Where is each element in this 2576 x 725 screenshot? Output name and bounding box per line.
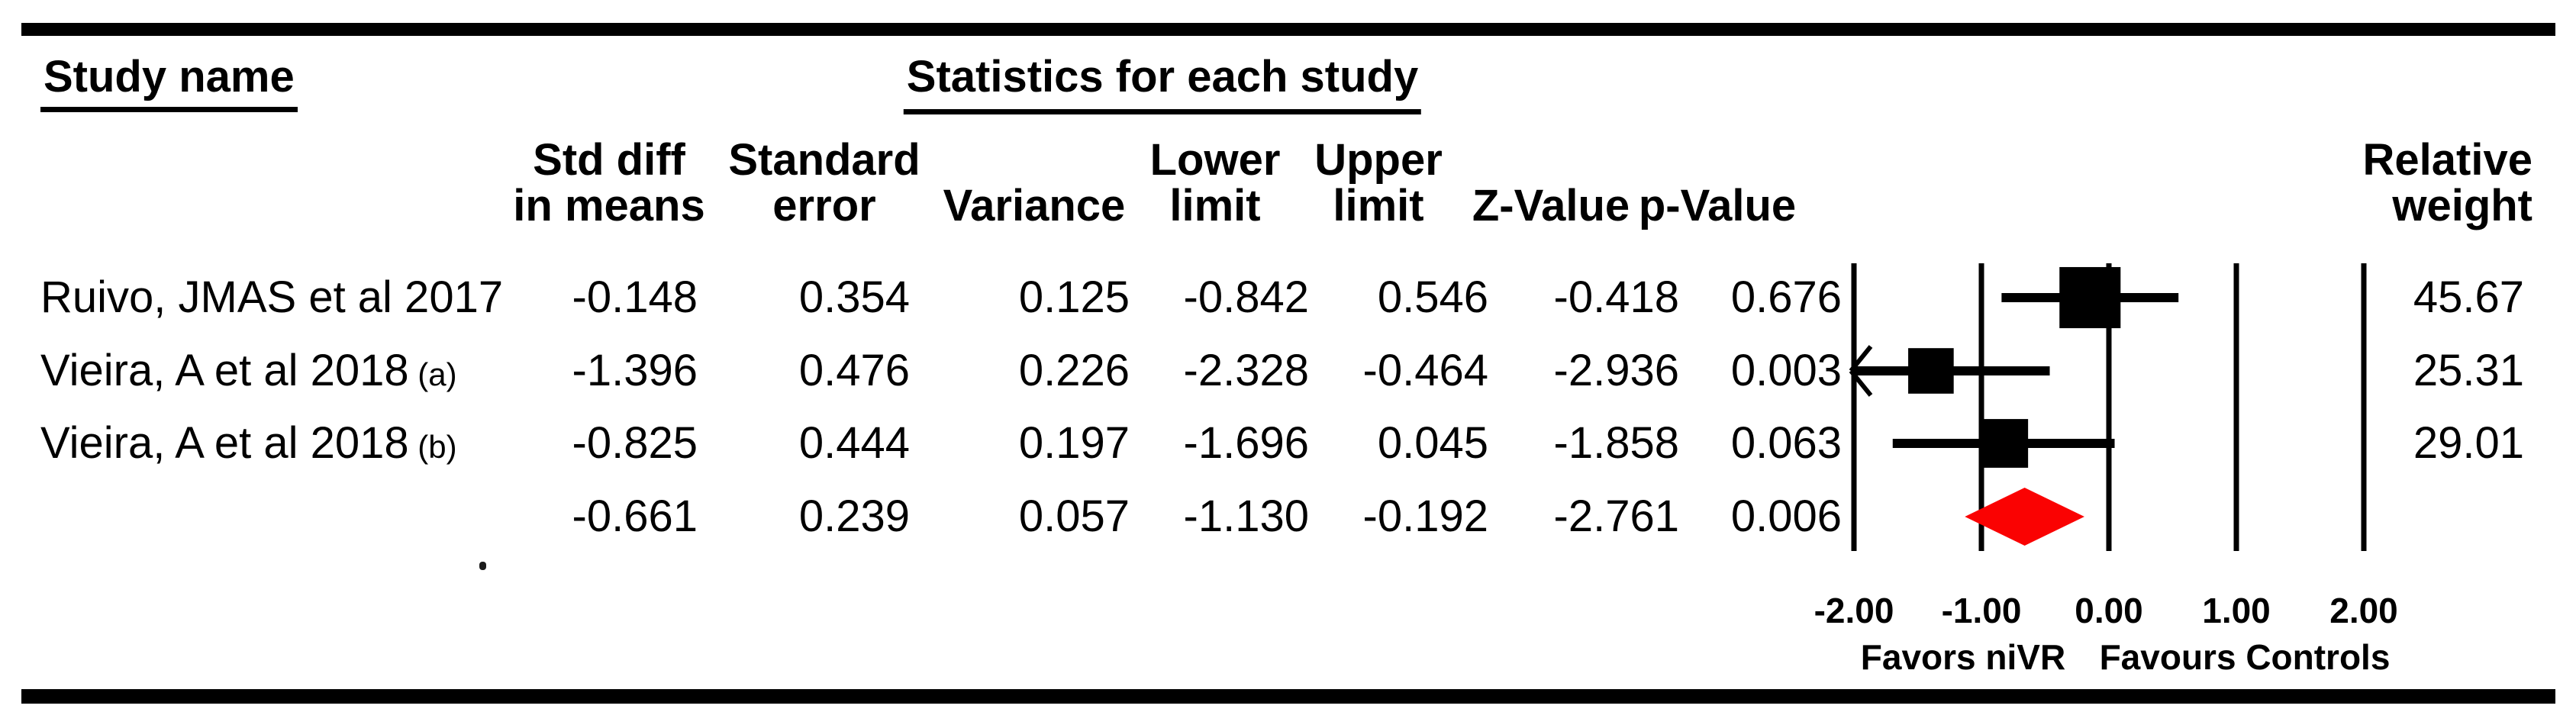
study-suffix: (b) [408, 429, 457, 465]
x-tick-label: 1.00 [2202, 591, 2271, 630]
x-tick-label: -2.00 [1814, 591, 1894, 630]
stat-cell-std_diff: -1.396 [572, 346, 698, 395]
column-header-line1 [1639, 137, 1796, 183]
relative-weight-cell: 29.01 [2413, 418, 2524, 468]
stat-cell-upper: -0.192 [1362, 491, 1488, 541]
stat-cell-std_diff: -0.661 [572, 491, 698, 541]
stat-cell-std_diff: -0.825 [572, 418, 698, 468]
column-header-upper: Upper limit [1314, 137, 1443, 229]
stat-cell-upper: 0.045 [1377, 418, 1488, 468]
x-tick-label: 0.00 [2075, 591, 2143, 630]
stat-cell-variance: 0.057 [1018, 491, 1130, 541]
column-header-p: p-Value [1639, 137, 1796, 229]
favors-right-label: Favours Controls [2099, 637, 2391, 677]
stat-cell-upper: -0.464 [1362, 346, 1488, 395]
stat-cell-lower: -1.696 [1183, 418, 1309, 468]
column-header-line2: weight [2392, 181, 2532, 230]
stat-cell-p: 0.006 [1730, 491, 1842, 541]
stat-cell-upper: 0.546 [1377, 272, 1488, 322]
stat-cell-z: -2.936 [1553, 346, 1679, 395]
study-suffix: (a) [408, 356, 457, 392]
column-header-line2: in means [513, 181, 705, 230]
stat-cell-lower: -0.842 [1183, 272, 1309, 322]
column-header-line1 [1472, 137, 1630, 183]
stat-cell-std_err: 0.239 [798, 491, 910, 541]
stat-cell-variance: 0.226 [1018, 346, 1130, 395]
stat-cell-z: -2.761 [1553, 491, 1679, 541]
column-header-line2: Z-Value [1472, 181, 1630, 230]
effect-square [1979, 419, 2029, 468]
relative-weight-cell: 25.31 [2413, 346, 2524, 395]
statistics-header: Statistics for each study [903, 52, 1422, 114]
stat-cell-p: 0.063 [1730, 418, 1842, 468]
column-header-weight: Relative weight [2363, 137, 2532, 229]
column-header-line2: limit [1169, 181, 1261, 230]
stat-cell-p: 0.003 [1730, 346, 1842, 395]
stat-cell-z: -1.858 [1553, 418, 1679, 468]
column-header-line1: Std diff [533, 135, 685, 185]
column-header-line2: p-Value [1638, 181, 1797, 230]
study-name-cell: Ruivo, JMAS et al 2017 [40, 272, 504, 322]
column-header-z: Z-Value [1472, 137, 1630, 229]
arrow-left-icon [1849, 345, 1873, 397]
stat-cell-variance: 0.197 [1018, 418, 1130, 468]
stat-cell-std_err: 0.354 [798, 272, 910, 322]
summary-diamond [1965, 488, 2084, 546]
stat-cell-std_err: 0.444 [798, 418, 910, 468]
study-name-cell: Vieira, A et al 2018 (b) [40, 418, 457, 468]
x-tick-label: 2.00 [2329, 591, 2398, 630]
stat-cell-z: -0.418 [1553, 272, 1679, 322]
stat-cell-p: 0.676 [1730, 272, 1842, 322]
stat-cell-variance: 0.125 [1018, 272, 1130, 322]
effect-square [2059, 266, 2121, 329]
statistics-header-text: Statistics for each study [903, 52, 1422, 114]
column-header-std_err: Standard error [728, 137, 920, 229]
forest-plot-svg [1849, 263, 2367, 551]
x-tick-label: -1.00 [1941, 591, 2022, 630]
column-header-line1: Standard [728, 135, 920, 185]
stat-cell-std_diff: -0.148 [572, 272, 698, 322]
bottom-border [21, 689, 2555, 704]
column-header-line2: limit [1333, 181, 1424, 230]
stray-period [479, 562, 486, 570]
column-header-line2: error [772, 181, 876, 230]
column-header-lower: Lower limit [1150, 137, 1281, 229]
study-name-cell: Vieira, A et al 2018 (a) [40, 346, 457, 395]
column-header-std_diff: Std diff in means [513, 137, 704, 229]
effect-square [1908, 348, 1954, 394]
column-header-line1: Lower [1149, 135, 1281, 185]
stat-cell-lower: -2.328 [1183, 346, 1309, 395]
top-border [21, 23, 2555, 36]
relative-weight-cell: 45.67 [2413, 272, 2524, 322]
column-header-line1: Upper [1314, 135, 1443, 185]
stat-cell-std_err: 0.476 [798, 346, 910, 395]
favors-left-label: Favors niVR [1860, 637, 2066, 677]
study-name-header: Study name [40, 55, 298, 112]
column-header-line1 [943, 137, 1126, 183]
column-header-line2: Variance [943, 181, 1126, 230]
column-header-line1: Relative [2362, 135, 2532, 185]
column-header-variance: Variance [943, 137, 1126, 229]
stat-cell-lower: -1.130 [1183, 491, 1309, 541]
